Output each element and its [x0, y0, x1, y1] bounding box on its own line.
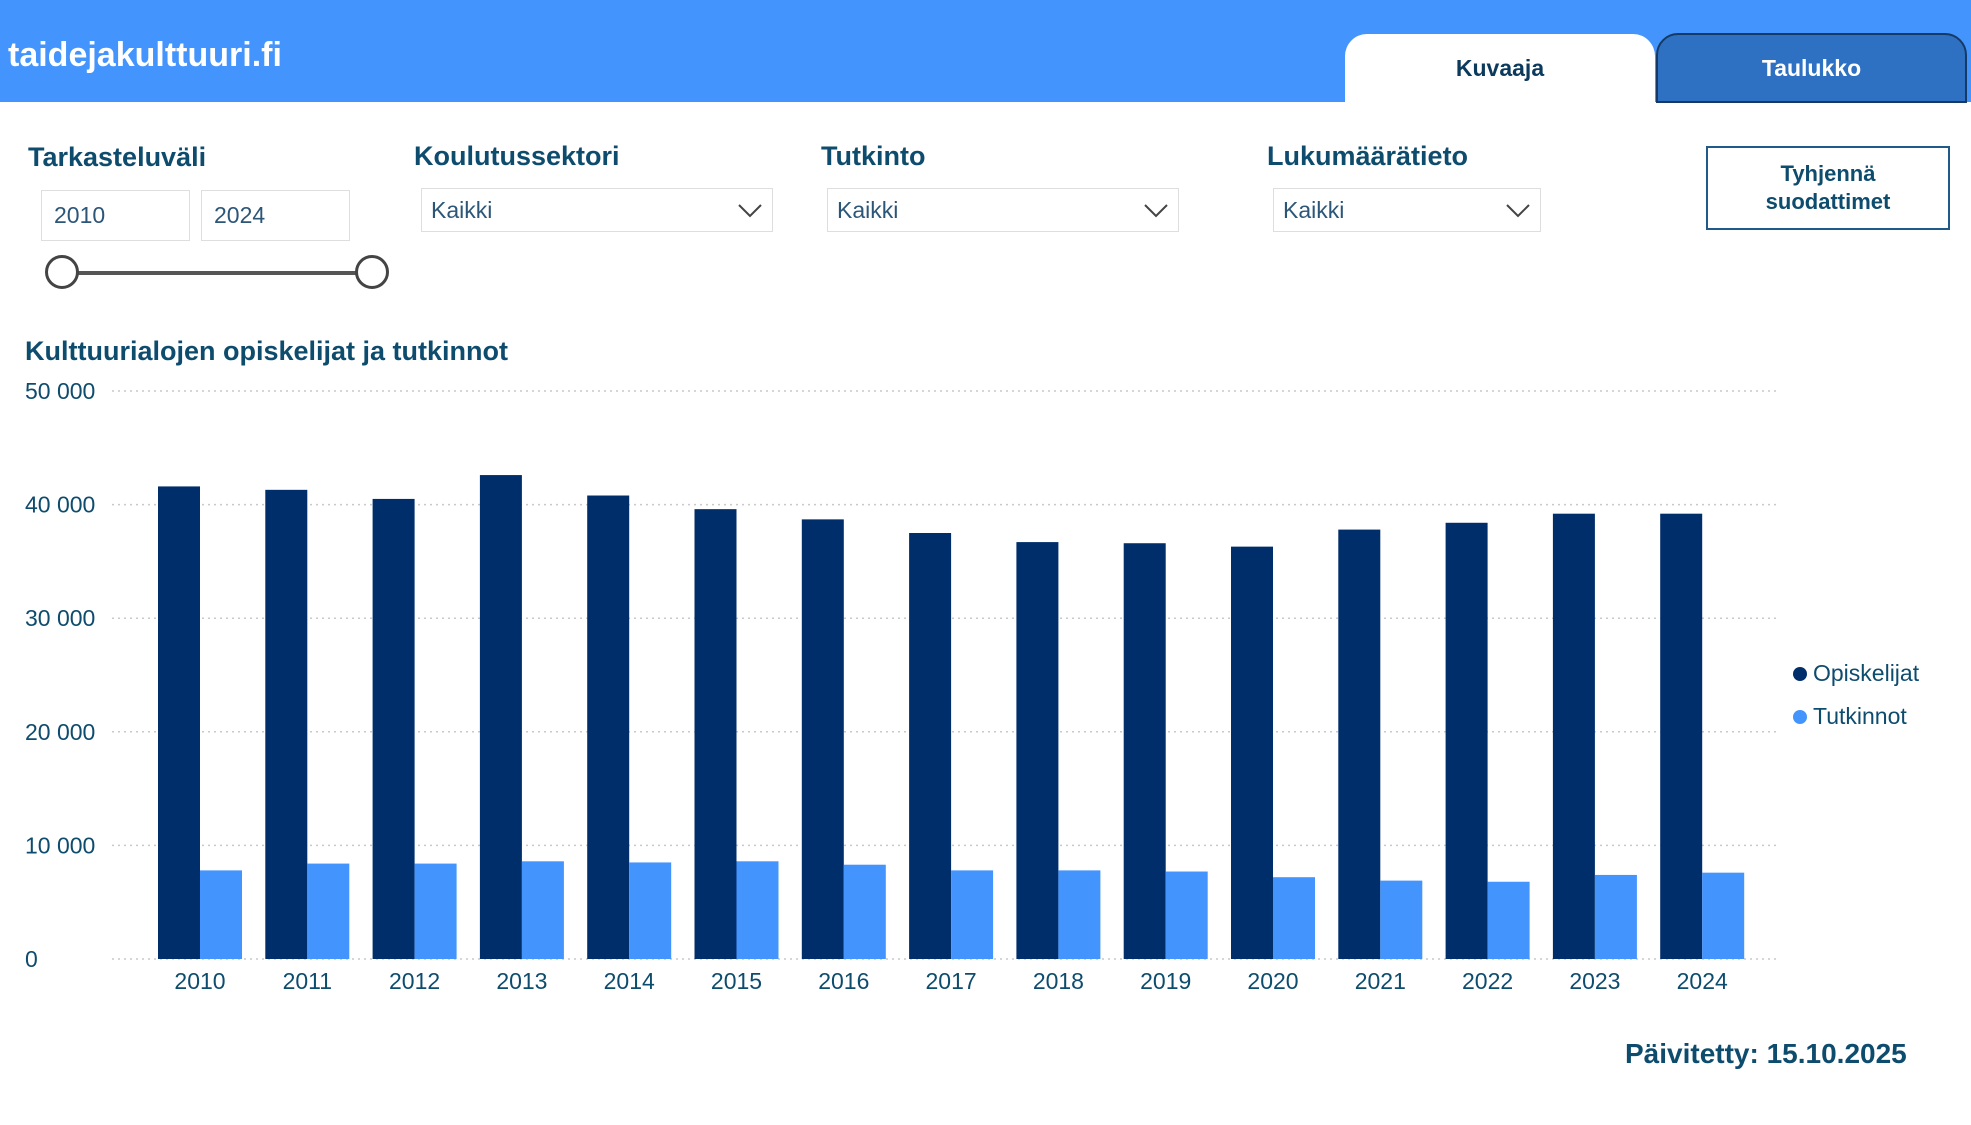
x-tick-label: 2024	[1677, 968, 1728, 994]
bar-tutkinnot	[1058, 870, 1101, 959]
x-tick-label: 2022	[1462, 968, 1513, 994]
period-slider-track[interactable]	[62, 271, 372, 275]
bar-opiskelijat	[158, 486, 200, 959]
y-tick-label: 40 000	[25, 492, 95, 518]
clear-filters-label: Tyhjennä suodattimet	[1765, 161, 1891, 214]
chevron-down-icon	[1506, 204, 1530, 218]
y-tick-label: 30 000	[25, 605, 95, 631]
x-tick-label: 2013	[496, 968, 547, 994]
bar-tutkinnot	[414, 863, 457, 959]
x-tick-label: 2018	[1033, 968, 1084, 994]
bar-tutkinnot	[843, 864, 886, 959]
count-info-dropdown[interactable]: Kaikki	[1273, 188, 1541, 232]
period-end-input[interactable]: 2024	[201, 190, 350, 241]
x-tick-label: 2012	[389, 968, 440, 994]
bar-tutkinnot	[1594, 874, 1637, 959]
bar-tutkinnot	[1273, 877, 1315, 959]
legend-label-tutkinnot: Tutkinnot	[1813, 703, 1907, 729]
count-info-dropdown-value: Kaikki	[1283, 197, 1345, 223]
y-tick-label: 0	[25, 946, 38, 972]
legend-item-opiskelijat[interactable]: Opiskelijat	[1793, 652, 1919, 695]
updated-date: Päivitetty: 15.10.2025	[1625, 1038, 1907, 1069]
chevron-down-icon	[738, 204, 762, 218]
legend-label-opiskelijat: Opiskelijat	[1813, 660, 1920, 686]
x-tick-label: 2017	[926, 968, 977, 994]
legend-item-tutkinnot[interactable]: Tutkinnot	[1793, 695, 1919, 738]
period-label: Tarkasteluväli	[28, 142, 207, 172]
bar-tutkinnot	[1702, 872, 1745, 959]
chart-title: Kulttuurialojen opiskelijat ja tutkinnot	[25, 336, 509, 366]
bar-tutkinnot	[521, 861, 564, 959]
bar-tutkinnot	[951, 870, 994, 959]
x-tick-label: 2016	[818, 968, 869, 994]
bar-opiskelijat	[1552, 513, 1595, 959]
y-tick-label: 10 000	[25, 832, 95, 858]
tab-taulukko[interactable]: Taulukko	[1656, 33, 1967, 103]
site-logo[interactable]: taidejakulttuuri.fi	[8, 36, 282, 74]
bar-opiskelijat	[1660, 513, 1703, 959]
bar-opiskelijat	[1231, 546, 1273, 959]
bar-tutkinnot	[629, 862, 672, 959]
x-tick-label: 2014	[604, 968, 655, 994]
bar-opiskelijat	[372, 498, 415, 959]
clear-filters-button[interactable]: Tyhjennä suodattimet	[1706, 146, 1950, 230]
header-bar: taidejakulttuuri.fi Kuvaaja Taulukko	[0, 0, 1971, 103]
sector-dropdown[interactable]: Kaikki	[421, 188, 773, 232]
bar-opiskelijat	[587, 495, 630, 959]
bar-opiskelijat	[909, 533, 952, 959]
chevron-down-icon	[1144, 204, 1168, 218]
bar-opiskelijat	[1123, 543, 1166, 959]
period-start-input[interactable]: 2010	[41, 190, 190, 241]
period-slider-end-handle[interactable]	[355, 255, 389, 289]
bar-tutkinnot	[307, 863, 350, 959]
bar-tutkinnot	[200, 870, 242, 959]
x-tick-label: 2011	[283, 968, 332, 994]
bar-opiskelijat	[1338, 529, 1381, 959]
bar-opiskelijat	[1016, 542, 1059, 959]
legend-dot-opiskelijat	[1793, 666, 1807, 681]
tab-kuvaaja[interactable]: Kuvaaja	[1345, 34, 1655, 102]
bar-tutkinnot	[1380, 880, 1423, 959]
bar-opiskelijat	[801, 519, 844, 959]
degree-label: Tutkinto	[821, 141, 926, 171]
x-tick-label: 2021	[1355, 968, 1406, 994]
y-tick-label: 20 000	[25, 719, 95, 745]
bar-tutkinnot	[1165, 871, 1208, 959]
degree-dropdown[interactable]: Kaikki	[827, 188, 1179, 232]
x-tick-label: 2020	[1247, 968, 1298, 994]
bar-chart: 0 10 000 20 000 30 000 40 000 50 000 2010 2011 2…	[25, 378, 1780, 994]
legend-dot-tutkinnot	[1793, 709, 1807, 724]
y-tick-label: 50 000	[25, 378, 95, 404]
sector-dropdown-value: Kaikki	[431, 197, 493, 223]
period-slider-start-handle[interactable]	[45, 255, 79, 289]
chart-legend: Opiskelijat Tutkinnot	[1793, 652, 1919, 738]
bar-opiskelijat	[265, 489, 308, 959]
bar-opiskelijat	[479, 475, 522, 959]
bar-tutkinnot	[1487, 881, 1530, 959]
bar-opiskelijat	[694, 509, 737, 959]
degree-dropdown-value: Kaikki	[837, 197, 899, 223]
x-tick-label: 2019	[1140, 968, 1191, 994]
x-tick-label: 2010	[174, 968, 225, 994]
sector-label: Koulutussektori	[414, 141, 620, 171]
x-tick-label: 2015	[711, 968, 762, 994]
x-tick-label: 2023	[1569, 968, 1620, 994]
count-info-label: Lukumäärätieto	[1267, 141, 1469, 171]
bar-opiskelijat	[1445, 522, 1488, 959]
bar-tutkinnot	[736, 861, 779, 959]
